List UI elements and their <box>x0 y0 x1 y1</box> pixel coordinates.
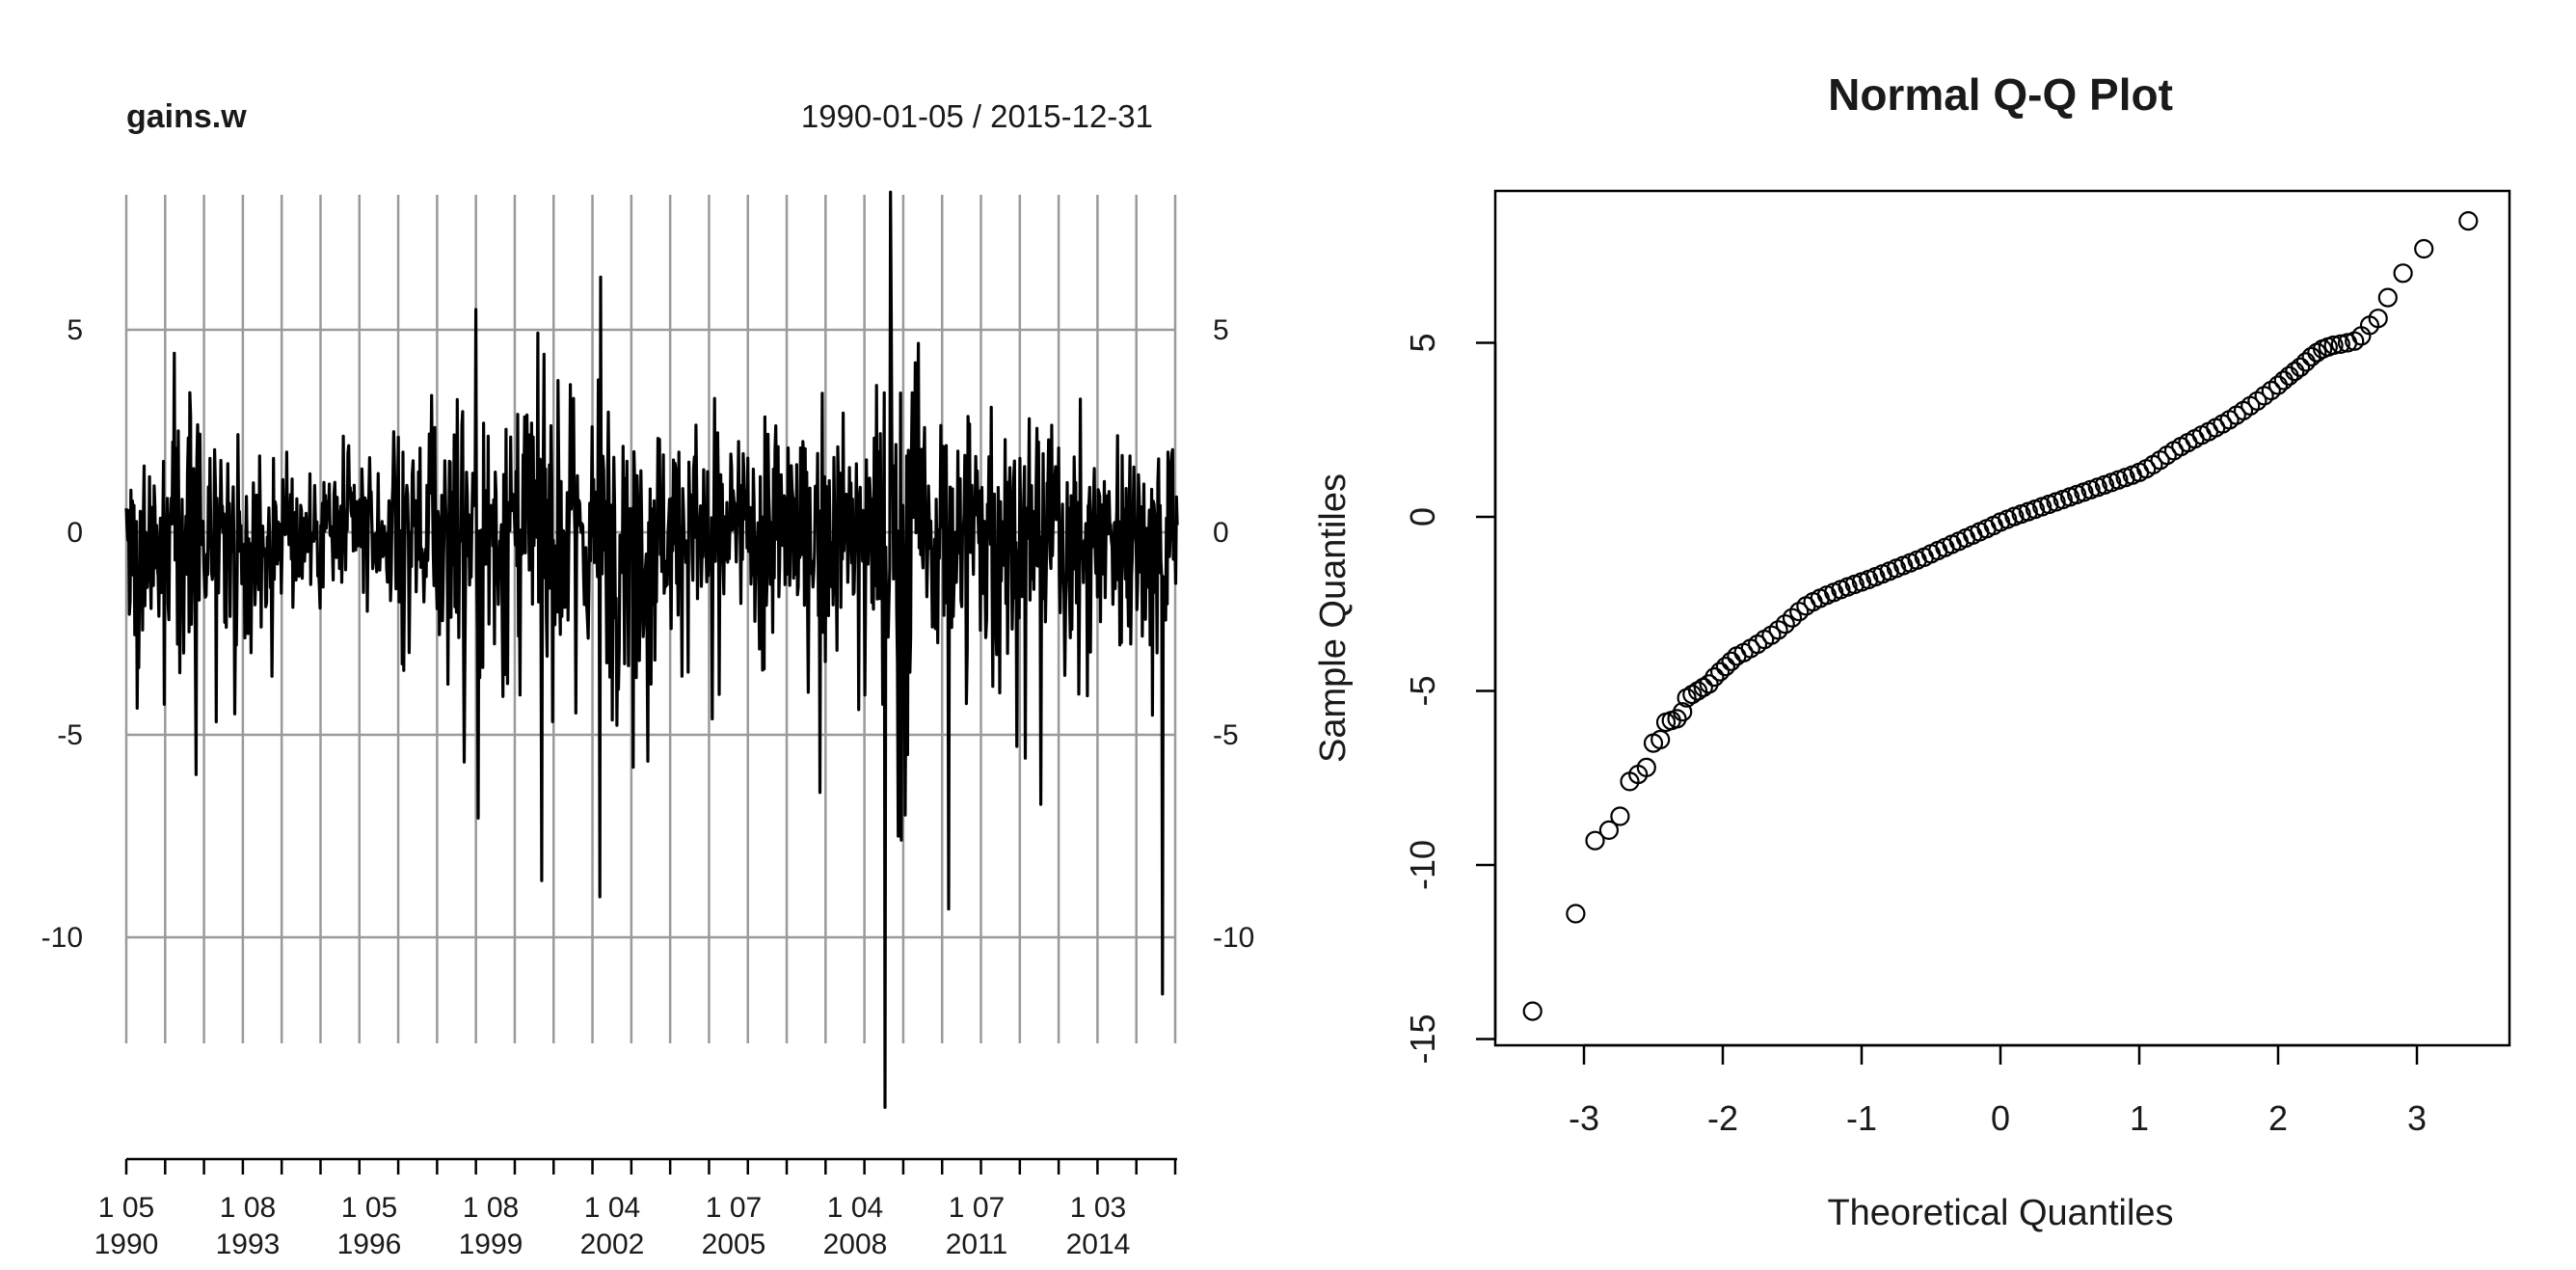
qq-point <box>1673 702 1693 722</box>
qq-point <box>1636 757 1656 778</box>
qq-point <box>1775 614 1795 635</box>
qq-y-axis: -15 -10 -5 0 5 <box>1403 333 1497 1065</box>
qq-point <box>1566 904 1586 924</box>
qq-point <box>2377 287 2398 308</box>
qq-point <box>1789 602 1810 622</box>
qq-point <box>1585 830 1605 851</box>
ts-y-tick-right: -10 <box>1213 922 1254 954</box>
qq-point <box>2393 263 2413 284</box>
qq-point <box>2285 362 2305 382</box>
qq-title: Normal Q-Q Plot <box>1828 69 2173 120</box>
timeseries-x-axis: 1 05 1990 1 08 1993 1 05 1996 1 08 1999 1 04 2002… <box>94 1157 1177 1260</box>
timeseries-y-ticks: 5 5 0 0 -5 -5 -10 -10 <box>41 314 1255 954</box>
qq-point <box>1699 674 1719 694</box>
qq-point <box>2295 352 2316 372</box>
ts-y-tick-right: 0 <box>1213 517 1229 549</box>
ts-x-tick-label-year: 2002 <box>580 1229 645 1260</box>
timeseries-panel: gains.w 1990-01-05 / 2015-12-31 5 5 0 0 -5 -5… <box>41 98 1255 1260</box>
qq-point <box>1650 729 1671 750</box>
timeseries-date-range: 1990-01-05 / 2015-12-31 <box>801 98 1153 134</box>
qq-x-tick-label: 2 <box>2268 1098 2288 1138</box>
qq-point <box>1687 681 1708 701</box>
qq-point <box>2368 309 2388 329</box>
ts-x-tick-label-top: 1 08 <box>463 1192 519 1224</box>
timeseries-title: gains.w <box>126 98 247 135</box>
qq-x-tick-label: -3 <box>1569 1098 1599 1138</box>
ts-y-tick-left: 5 <box>67 314 83 346</box>
ts-x-tick-label-year: 1996 <box>337 1229 402 1260</box>
qq-point <box>2330 334 2350 354</box>
ts-x-tick-label-top: 1 08 <box>220 1192 276 1224</box>
ts-x-tick-label-year: 2008 <box>823 1229 888 1260</box>
qq-points <box>1522 211 2479 1021</box>
ts-x-tick-label-year: 1993 <box>216 1229 281 1260</box>
timeseries-series <box>124 190 1179 1110</box>
ts-x-tick-label-top: 1 07 <box>706 1192 762 1224</box>
qq-x-axis-label: Theoretical Quantiles <box>1827 1193 2173 1233</box>
qq-x-tick-label: -1 <box>1846 1098 1877 1138</box>
qq-point <box>1704 666 1725 688</box>
qq-point <box>2273 370 2294 391</box>
ts-y-tick-left: 0 <box>67 517 83 549</box>
ts-y-tick-right: 5 <box>1213 314 1229 346</box>
qq-point <box>1768 620 1788 640</box>
qq-plot-frame <box>1493 189 2511 1047</box>
qq-y-tick-label: 5 <box>1403 333 1442 352</box>
qq-point <box>2323 335 2344 356</box>
ts-y-tick-right: -5 <box>1213 719 1239 751</box>
ts-x-tick-label-top: 1 07 <box>949 1192 1005 1224</box>
qq-x-tick-label: 0 <box>1991 1098 2010 1138</box>
qq-point <box>1667 709 1687 729</box>
qq-y-axis-label: Sample Quantiles <box>1313 473 1354 763</box>
qq-y-tick-label: -15 <box>1403 1013 1442 1064</box>
qq-panel: Normal Q-Q Plot -3 -2 -1 0 1 2 3 -15-10-505 Th… <box>1313 69 2511 1233</box>
qq-x-tick-label: -2 <box>1707 1098 1738 1138</box>
gains-series-line <box>124 190 1179 1110</box>
qq-y-tick-label: 0 <box>1403 507 1442 527</box>
qq-point <box>2414 238 2434 259</box>
qq-y-tick-label: -5 <box>1403 675 1442 706</box>
ts-x-tick-label-top: 1 05 <box>98 1192 154 1224</box>
ts-x-tick-label-top: 1 04 <box>584 1192 640 1224</box>
ts-x-tick-label-year: 2005 <box>702 1229 766 1260</box>
ts-x-tick-label-year: 2011 <box>946 1229 1008 1260</box>
ts-x-tick-label-top: 1 04 <box>827 1192 883 1224</box>
qq-point <box>2458 211 2479 231</box>
ts-x-tick-label-top: 1 03 <box>1070 1192 1126 1224</box>
qq-x-tick-label: 3 <box>2407 1098 2427 1138</box>
qq-point <box>2290 357 2311 377</box>
qq-point <box>1782 608 1803 628</box>
ts-y-tick-left: -10 <box>41 922 83 954</box>
qq-point <box>1677 688 1697 708</box>
qq-x-tick-label: 1 <box>2130 1098 2149 1138</box>
qq-point <box>1709 662 1731 682</box>
qq-point <box>1598 820 1620 841</box>
qq-x-axis: -3 -2 -1 0 1 2 3 <box>1569 1043 2427 1138</box>
qq-point <box>1522 1001 1543 1021</box>
qq-point <box>1715 657 1736 677</box>
ts-x-tick-label-year: 1999 <box>459 1229 523 1260</box>
ts-y-tick-left: -5 <box>57 719 83 751</box>
ts-x-tick-label-year: 2014 <box>1066 1229 1131 1260</box>
qq-point <box>1610 806 1630 826</box>
ts-x-tick-label-year: 1990 <box>94 1229 159 1260</box>
ts-x-tick-label-top: 1 05 <box>341 1192 397 1224</box>
qq-point <box>2279 365 2299 386</box>
qq-y-tick-label: -10 <box>1403 840 1442 890</box>
